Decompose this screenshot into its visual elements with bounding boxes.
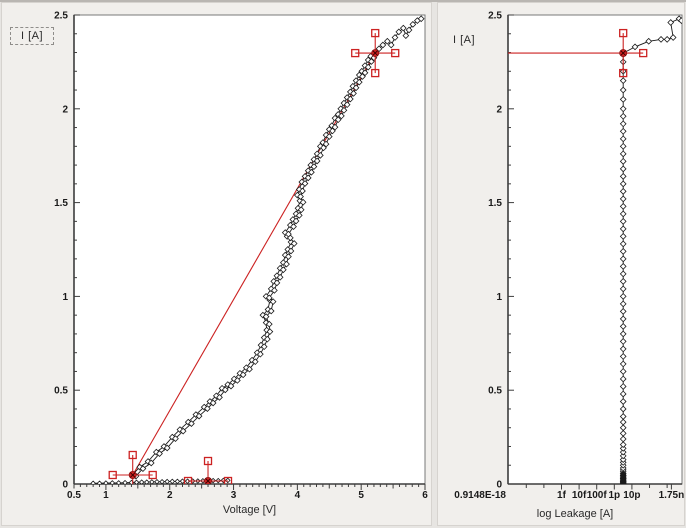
- y-tick-label: 2.5: [54, 11, 68, 22]
- x-tick-label: 10p: [623, 490, 640, 501]
- x-tick-label: 3: [231, 490, 237, 501]
- leakage-x-axis-label: log Leakage [A]: [536, 508, 614, 520]
- leakage-chart-panel: 0 0.5 1 1.5 2 2.5 0.9148E-18 1f 10f 100f 1p 10p 1.75…: [437, 2, 685, 526]
- series-iv-up-sweep: [129, 15, 425, 478]
- cursor-handle-square: [148, 470, 157, 480]
- cursor-handle-square: [129, 491, 136, 498]
- x-tick-label: 4: [295, 490, 301, 501]
- cursor-handle-square: [639, 48, 648, 58]
- leakage-chart-canvas[interactable]: 0 0.5 1 1.5 2 2.5 0.9148E-18 1f 10f 100f 1p 10p 1.75…: [438, 3, 684, 525]
- measurement-cursor: [619, 28, 648, 78]
- y-tick-label: 1: [62, 292, 68, 303]
- cursor-handle-square: [128, 450, 137, 460]
- cursor-handle-square: [619, 68, 628, 78]
- window-top-border: [0, 0, 686, 2]
- y-tick-label: 1: [496, 292, 502, 303]
- measurement-cursor: [183, 456, 233, 484]
- cursor-handle-square: [183, 476, 193, 484]
- x-tick-label: 1p: [608, 490, 620, 501]
- x-tick-label: 1f: [557, 490, 567, 501]
- measurement-cursor: [351, 28, 400, 78]
- x-tick-label: 5: [358, 490, 364, 501]
- measurement-cursor: [108, 450, 157, 498]
- cursor-handle-square: [351, 48, 360, 58]
- y-tick-label: 2.5: [488, 11, 502, 22]
- x-tick-label: 10f: [572, 490, 587, 501]
- cursor-connection-line: [132, 52, 376, 476]
- cursor-handle-square: [108, 470, 117, 480]
- x-tick-label: 0.5: [67, 490, 81, 501]
- x-tick-label: 1: [103, 490, 109, 501]
- x-tick-label: 100f: [587, 490, 608, 501]
- iv-x-axis-label: Voltage [V]: [222, 504, 277, 516]
- iv-y-axis-label: I [A]: [21, 30, 44, 42]
- iv-y-axis-label-box[interactable]: I [A]: [10, 27, 55, 45]
- y-tick-label: 0: [62, 480, 68, 491]
- y-tick-label: 0: [496, 480, 502, 491]
- y-tick-label: 1.5: [54, 198, 68, 209]
- cursor-handle-square: [371, 68, 380, 78]
- x-tick-label: 2: [167, 490, 173, 501]
- leakage-y-axis-label: I [A]: [453, 34, 476, 46]
- cursor-handle-square: [371, 28, 380, 38]
- series-leakage-vertical-trace: [619, 49, 627, 484]
- iv-chart-canvas[interactable]: 00.511.522.50.5 1 2 3 4 5 6: [2, 3, 431, 525]
- x-tick-label: 1.75n: [659, 490, 684, 501]
- y-tick-label: 2: [62, 104, 68, 115]
- y-tick-label: 0.5: [54, 386, 68, 397]
- x-tick-label: 6: [422, 490, 428, 501]
- cursor-handle-square: [391, 48, 400, 58]
- cursor-handle-square: [619, 28, 628, 38]
- plot-area: [507, 14, 683, 485]
- y-tick-label: 1.5: [488, 198, 502, 209]
- cursor-handle-square: [203, 456, 213, 466]
- x-tick-label: 0.9148E-18: [454, 490, 506, 501]
- y-tick-label: 0.5: [488, 386, 502, 397]
- plot-area: [73, 14, 426, 485]
- y-tick-label: 2: [496, 104, 502, 115]
- series-iv-return-sweep: [132, 54, 378, 480]
- iv-chart-panel: 0 0.5 1 1.5 2 2.5 0.5 1 2 3 4 5 6 I [A] Voltage [V]: [1, 2, 432, 526]
- cursor-handle-square: [223, 476, 233, 484]
